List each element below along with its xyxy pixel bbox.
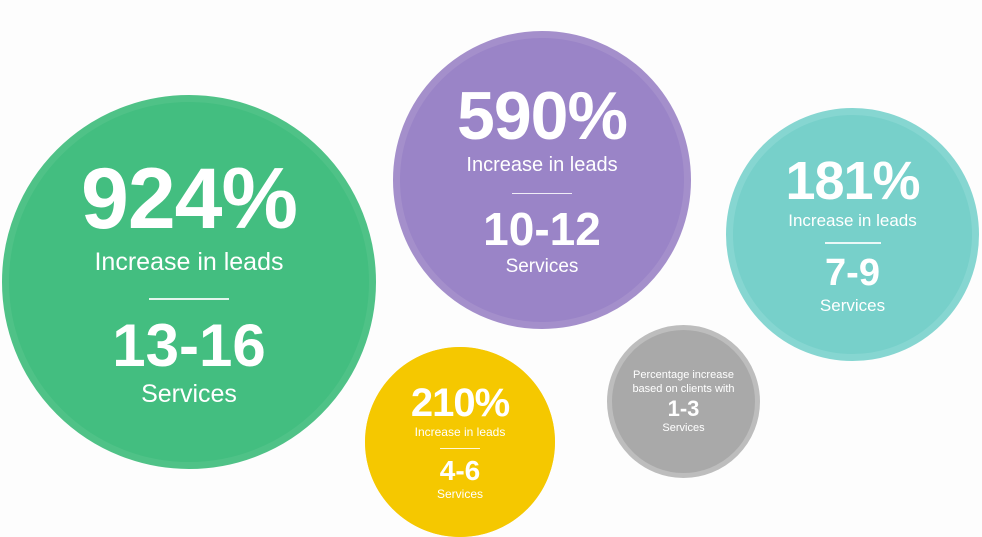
bubble-range: 10-12 [483,203,601,256]
bubble-10-12-services: 590% Increase in leads 10-12 Services [393,31,691,329]
legend-range: 1-3 [667,396,700,422]
bubble-divider [824,242,881,244]
bubble-range: 13-16 [112,311,266,379]
bubble-label: Increase in leads [414,424,506,439]
bubble-unit: Services [505,256,579,278]
bubble-range: 7-9 [825,251,880,294]
bubble-7-9-services: 181% Increase in leads 7-9 Services [726,108,979,361]
bubble-unit: Services [819,295,886,315]
legend-text: Percentage increase based on clients wit… [632,368,735,396]
bubble-percent: 590% [457,77,628,154]
bubble-divider [149,298,229,300]
bubble-range: 4-6 [439,454,481,486]
bubble-percent: 181% [785,150,920,211]
bubble-divider [440,447,480,449]
bubble-divider [512,192,572,195]
legend-bubble: Percentage increase based on clients wit… [607,325,760,478]
bubble-percent: 924% [81,150,298,247]
legend-unit: Services [662,422,705,435]
bubble-label: Increase in leads [94,247,284,276]
bubble-unit: Services [436,486,483,501]
bubble-13-16-services: 924% Increase in leads 13-16 Services [2,95,376,469]
bubble-label: Increase in leads [788,210,917,230]
bubble-4-6-services-content: 210% Increase in leads 4-6 Services [365,347,555,537]
bubble-label: Increase in leads [466,153,618,176]
bubble-percent: 210% [410,380,510,425]
bubble-unit: Services [141,379,237,408]
